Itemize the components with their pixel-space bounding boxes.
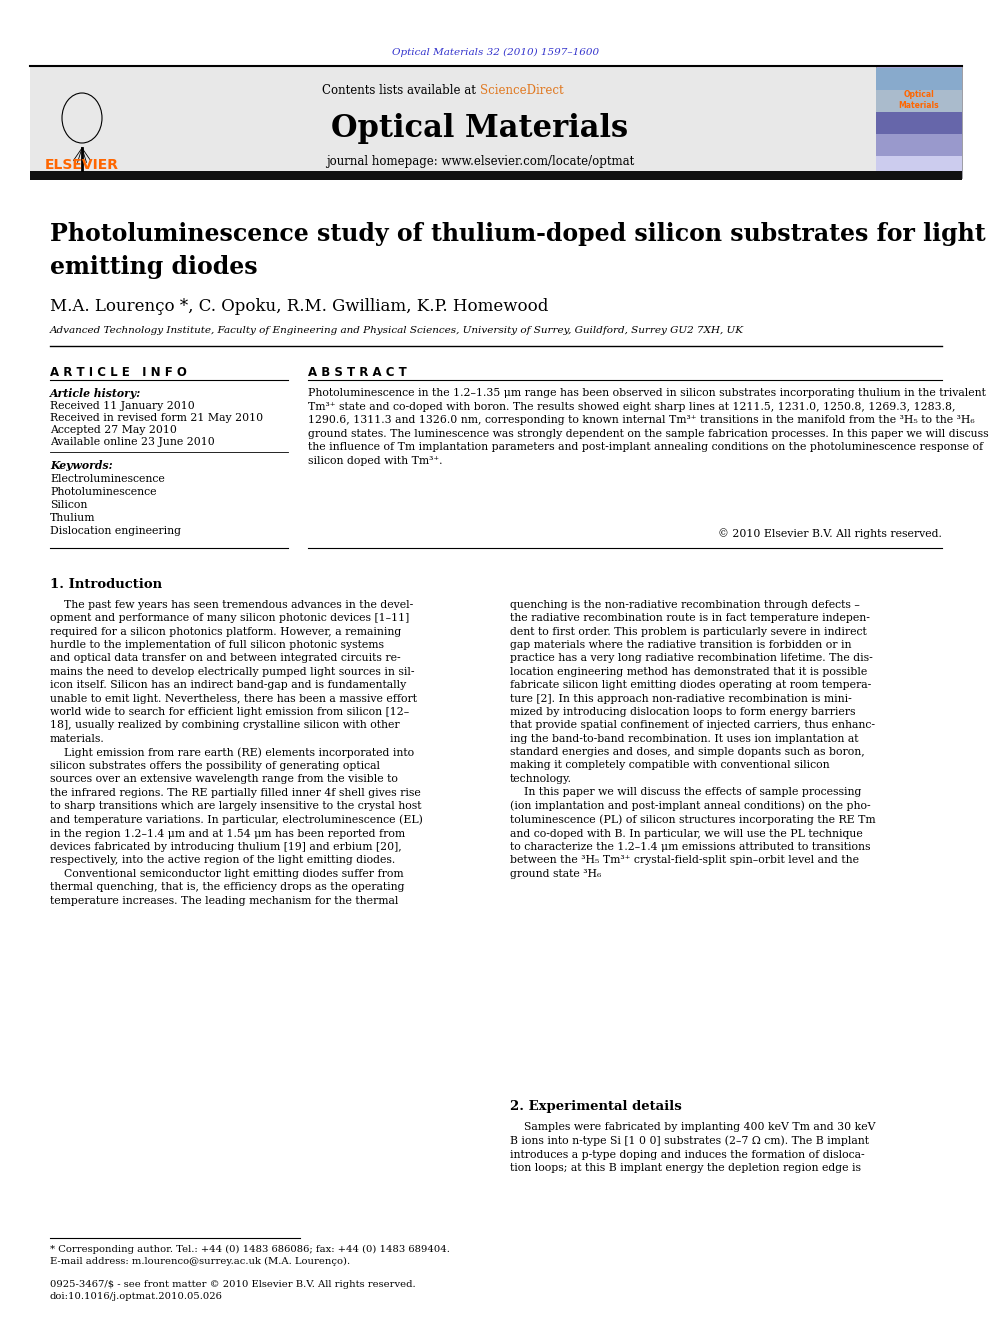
Text: Photoluminescence in the 1.2–1.35 μm range has been observed in silicon substrat: Photoluminescence in the 1.2–1.35 μm ran… — [308, 388, 989, 466]
Text: The past few years has seen tremendous advances in the devel-
opment and perform: The past few years has seen tremendous a… — [50, 601, 423, 905]
Text: quenching is the non-radiative recombination through defects –
the radiative rec: quenching is the non-radiative recombina… — [510, 601, 876, 878]
Bar — [876, 134, 962, 156]
Text: 1. Introduction: 1. Introduction — [50, 578, 162, 591]
Text: Available online 23 June 2010: Available online 23 June 2010 — [50, 437, 214, 447]
Text: Silicon: Silicon — [50, 500, 87, 509]
Text: Photoluminescence: Photoluminescence — [50, 487, 157, 497]
Text: Received 11 January 2010: Received 11 January 2010 — [50, 401, 194, 411]
Text: A R T I C L E   I N F O: A R T I C L E I N F O — [50, 366, 186, 378]
Text: © 2010 Elsevier B.V. All rights reserved.: © 2010 Elsevier B.V. All rights reserved… — [718, 528, 942, 538]
Text: Thulium: Thulium — [50, 513, 95, 523]
Text: 0925-3467/$ - see front matter © 2010 Elsevier B.V. All rights reserved.: 0925-3467/$ - see front matter © 2010 El… — [50, 1279, 416, 1289]
Text: Contents lists available at: Contents lists available at — [322, 83, 480, 97]
Text: Photoluminescence study of thulium-doped silicon substrates for light
emitting d: Photoluminescence study of thulium-doped… — [50, 222, 986, 279]
Text: Article history:: Article history: — [50, 388, 141, 400]
Text: Dislocation engineering: Dislocation engineering — [50, 527, 181, 536]
Text: doi:10.1016/j.optmat.2010.05.026: doi:10.1016/j.optmat.2010.05.026 — [50, 1293, 223, 1301]
Text: Received in revised form 21 May 2010: Received in revised form 21 May 2010 — [50, 413, 263, 423]
Text: Optical
Materials: Optical Materials — [899, 90, 939, 110]
Bar — [30, 66, 962, 179]
Text: journal homepage: www.elsevier.com/locate/optmat: journal homepage: www.elsevier.com/locat… — [326, 156, 634, 168]
Bar — [876, 90, 962, 112]
Text: M.A. Lourenço *, C. Opoku, R.M. Gwilliam, K.P. Homewood: M.A. Lourenço *, C. Opoku, R.M. Gwilliam… — [50, 298, 549, 315]
Bar — [876, 66, 962, 179]
Bar — [876, 112, 962, 134]
Text: Keywords:: Keywords: — [50, 460, 113, 471]
Bar — [30, 171, 962, 180]
Text: Advanced Technology Institute, Faculty of Engineering and Physical Sciences, Uni: Advanced Technology Institute, Faculty o… — [50, 325, 744, 335]
Text: Electroluminescence: Electroluminescence — [50, 474, 165, 484]
Bar — [876, 156, 962, 179]
Text: Optical Materials 32 (2010) 1597–1600: Optical Materials 32 (2010) 1597–1600 — [393, 48, 599, 57]
Text: Samples were fabricated by implanting 400 keV Tm and 30 keV
B ions into n-type S: Samples were fabricated by implanting 40… — [510, 1122, 876, 1174]
Text: A B S T R A C T: A B S T R A C T — [308, 366, 407, 378]
Text: Optical Materials: Optical Materials — [331, 112, 629, 143]
Text: * Corresponding author. Tel.: +44 (0) 1483 686086; fax: +44 (0) 1483 689404.: * Corresponding author. Tel.: +44 (0) 14… — [50, 1245, 450, 1254]
Text: E-mail address: m.lourenco@surrey.ac.uk (M.A. Lourenço).: E-mail address: m.lourenco@surrey.ac.uk … — [50, 1257, 350, 1266]
Text: Accepted 27 May 2010: Accepted 27 May 2010 — [50, 425, 177, 435]
Text: ELSEVIER: ELSEVIER — [45, 157, 119, 172]
Bar — [876, 67, 962, 90]
Text: ScienceDirect: ScienceDirect — [480, 83, 563, 97]
Text: 2. Experimental details: 2. Experimental details — [510, 1099, 682, 1113]
